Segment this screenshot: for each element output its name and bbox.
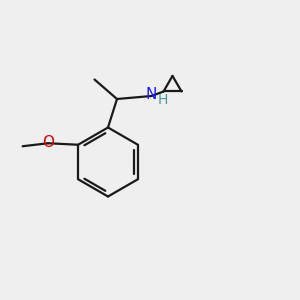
Text: O: O [42,135,54,150]
Text: H: H [158,93,168,106]
Text: N: N [146,87,157,102]
